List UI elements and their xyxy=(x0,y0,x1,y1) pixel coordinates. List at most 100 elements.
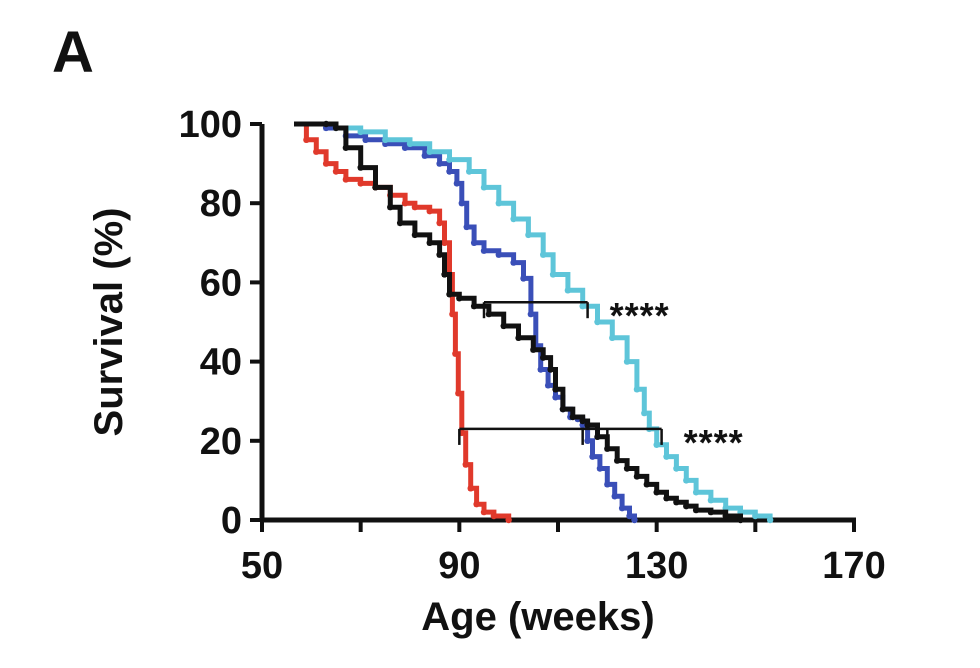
survival-point xyxy=(683,502,690,510)
survival-point xyxy=(584,437,591,444)
survival-point xyxy=(313,148,320,155)
survival-point xyxy=(495,200,502,207)
survival-point xyxy=(547,366,554,373)
y-tick-label: 20 xyxy=(200,421,242,463)
survival-point xyxy=(473,500,480,508)
x-tick-label: 50 xyxy=(241,545,283,587)
survival-point xyxy=(382,136,389,144)
survival-point xyxy=(470,239,478,246)
survival-point xyxy=(623,465,631,472)
survival-point xyxy=(623,358,631,365)
survival-point xyxy=(752,512,759,520)
survival-point xyxy=(510,215,517,223)
survival-point xyxy=(692,489,700,496)
survival-point xyxy=(537,366,544,373)
survival-point xyxy=(663,453,670,460)
survival-point xyxy=(387,203,394,211)
significance-annotations: **** **** xyxy=(458,295,744,463)
survival-point xyxy=(584,421,591,429)
survival-point xyxy=(466,168,473,175)
survival-point xyxy=(411,231,419,239)
survival-point xyxy=(515,334,522,342)
survival-point xyxy=(594,318,601,326)
survival-curves xyxy=(294,120,774,524)
survival-point xyxy=(579,302,586,310)
survival-point xyxy=(456,295,463,302)
survival-point xyxy=(332,124,340,132)
survival-point xyxy=(446,291,453,298)
survival-point xyxy=(594,433,601,441)
survival-point xyxy=(490,512,498,520)
survival-point xyxy=(357,164,364,171)
survival-point xyxy=(406,140,414,147)
y-axis-title: Survival (%) xyxy=(87,208,131,437)
survival-point xyxy=(467,485,474,492)
survival-point xyxy=(372,184,379,191)
survival-point xyxy=(673,465,680,472)
axes: 50 90 130 170 0 20 40 60 80 100 xyxy=(179,104,886,587)
survival-point xyxy=(525,231,532,239)
survival-point xyxy=(436,251,443,258)
survival-point xyxy=(549,271,557,278)
survival-point xyxy=(470,302,478,310)
survival-point xyxy=(462,461,469,468)
survival-point xyxy=(559,405,567,413)
survival-point xyxy=(589,453,596,460)
survival-point xyxy=(452,350,459,357)
survival-point xyxy=(552,386,559,393)
survival-point xyxy=(401,144,409,151)
survival-point xyxy=(446,168,453,175)
survival-point xyxy=(643,481,650,488)
survival-point xyxy=(596,465,604,472)
survival-point xyxy=(342,144,350,151)
survival-point xyxy=(641,409,648,417)
y-tick-label: 40 xyxy=(200,342,242,384)
significance-label: **** xyxy=(684,422,744,463)
survival-point xyxy=(426,239,433,246)
survival-point xyxy=(485,310,493,318)
survival-point xyxy=(631,516,638,524)
survival-point xyxy=(495,251,502,258)
survival-point xyxy=(604,481,611,488)
survival-point xyxy=(436,160,443,167)
survival-point xyxy=(633,386,641,393)
x-tick-label: 130 xyxy=(625,545,688,587)
survival-point xyxy=(614,457,621,464)
survival-point xyxy=(446,156,453,163)
survival-point xyxy=(458,200,465,207)
y-tick-label: 60 xyxy=(200,262,242,304)
survival-point xyxy=(436,219,443,227)
x-tick-label: 90 xyxy=(438,545,480,587)
survival-point xyxy=(480,508,488,516)
survival-point xyxy=(569,413,576,421)
survival-point xyxy=(683,477,690,484)
survival-point xyxy=(633,473,641,480)
survival-curve-3 xyxy=(294,121,773,523)
survival-point xyxy=(342,176,350,183)
survival-point xyxy=(455,390,462,397)
survival-point xyxy=(332,168,340,175)
survival-point xyxy=(579,417,586,425)
survival-point xyxy=(463,223,470,231)
survival-point xyxy=(441,239,448,246)
survival-point xyxy=(673,498,680,506)
survival-point xyxy=(411,203,419,211)
survival-point xyxy=(396,219,404,227)
survival-point xyxy=(500,322,507,330)
survival-point xyxy=(421,152,428,159)
survival-point xyxy=(564,287,572,294)
survival-point xyxy=(520,275,527,282)
x-tick-label: 170 xyxy=(822,545,885,587)
survival-point xyxy=(653,441,660,448)
survival-point xyxy=(737,516,744,524)
survival-point xyxy=(453,180,461,187)
y-tick-label: 100 xyxy=(179,104,242,146)
survival-point xyxy=(322,120,330,128)
survival-point xyxy=(611,493,618,500)
y-tick-label: 80 xyxy=(200,183,242,225)
survival-point xyxy=(604,445,611,452)
survival-point xyxy=(722,512,729,520)
survival-point xyxy=(426,148,433,155)
